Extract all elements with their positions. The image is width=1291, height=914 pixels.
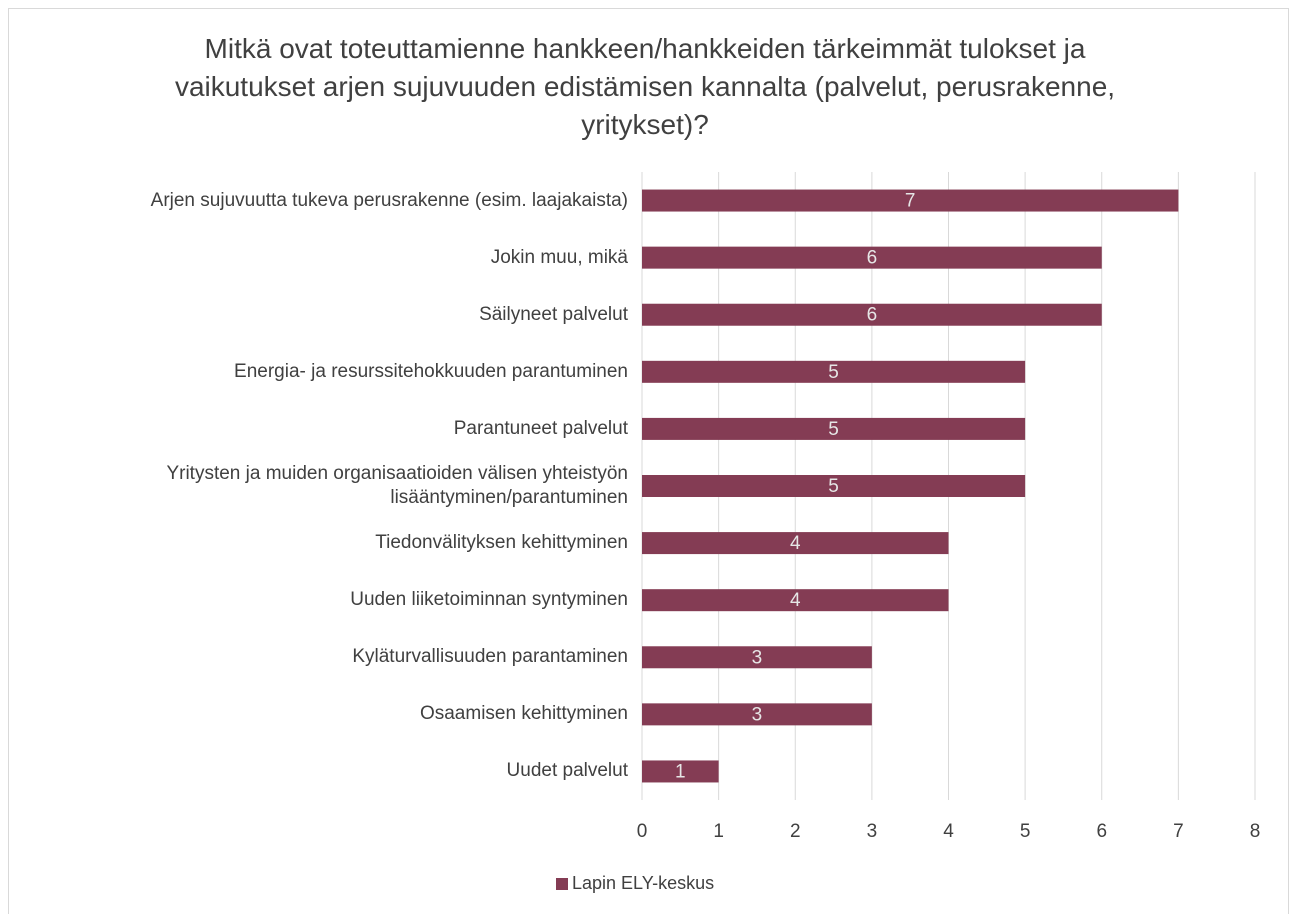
y-tick-label: Tiedonvälityksen kehittyminen	[375, 532, 628, 554]
bar	[642, 760, 719, 783]
data-label: 7	[905, 191, 916, 212]
chart-title: Mitkä ovat toteuttamienne hankkeen/hankk…	[174, 33, 1116, 140]
x-tick-label: 7	[1173, 821, 1184, 842]
x-tick-label: 0	[637, 821, 648, 842]
data-label: 1	[675, 761, 686, 782]
legend-label: Lapin ELY-keskus	[572, 873, 714, 893]
x-tick-label: 6	[1096, 821, 1107, 842]
data-label: 6	[867, 305, 878, 326]
y-tick-label: Parantuneet palvelut	[453, 417, 628, 439]
bar	[642, 360, 1026, 383]
x-tick-label: 4	[943, 821, 954, 842]
y-tick-label: Arjen sujuvuutta tukeva perusrakenne (es…	[150, 189, 628, 211]
data-label: 5	[828, 476, 839, 497]
bar	[642, 646, 872, 669]
data-label: 6	[867, 248, 878, 269]
bar	[642, 417, 1026, 440]
data-label: 4	[790, 533, 801, 554]
bar	[642, 589, 949, 612]
legend-swatch	[556, 878, 568, 890]
bar	[642, 246, 1102, 269]
x-tick-label: 1	[713, 821, 724, 842]
x-tick-label: 2	[790, 821, 801, 842]
y-tick-label: Uudet palvelut	[506, 760, 628, 782]
bar	[642, 703, 872, 726]
bar	[642, 189, 1179, 212]
data-label: 3	[752, 704, 763, 725]
y-tick-label: Uuden liiketoiminnan syntyminen	[350, 589, 628, 611]
y-tick-label: Säilyneet palvelut	[479, 303, 628, 325]
bar	[642, 475, 1026, 497]
y-tick-label: Yritysten ja muiden organisaatioiden väl…	[166, 463, 628, 508]
y-tick-label: Kyläturvallisuuden parantaminen	[352, 646, 628, 668]
y-tick-label: Osaamisen kehittyminen	[419, 703, 628, 725]
x-tick-label: 3	[867, 821, 878, 842]
data-label: 3	[752, 647, 763, 668]
x-tick-label: 8	[1250, 821, 1261, 842]
data-label: 5	[828, 419, 839, 440]
x-tick-label: 5	[1020, 821, 1031, 842]
chart-border	[8, 8, 1289, 914]
y-tick-label: Energia- ja resurssitehokkuuden parantum…	[234, 360, 628, 382]
bar	[642, 303, 1102, 326]
y-tick-label: Jokin muu, mikä	[490, 246, 628, 268]
data-label: 4	[790, 590, 801, 611]
bar	[642, 532, 949, 555]
data-label: 5	[828, 362, 839, 383]
